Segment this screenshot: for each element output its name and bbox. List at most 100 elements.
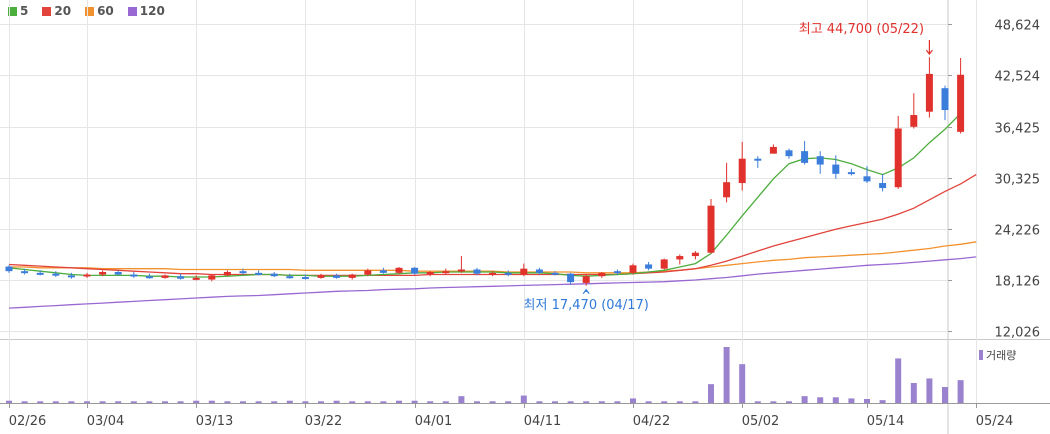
candle-body [582,276,590,283]
volume-bar [302,401,309,403]
legend-item-ma60[interactable]: 60 [85,2,114,20]
high-price-label: 최고 44,700 (05/22) [799,22,924,37]
volume-bar [957,380,964,403]
volume-bar [115,401,122,403]
low-annotation: 최저 17,470 (04/17) [524,288,649,313]
volume-bar [52,401,59,403]
volume-bar [864,399,870,403]
volume-bar [739,364,746,403]
volume-bar [349,401,356,403]
volume-bar [505,401,512,403]
price-tick-label: 12,026 [995,326,1041,341]
volume-bar [162,401,168,403]
candle-body [83,274,91,277]
volume-bar [318,401,324,403]
volume-bar [676,401,683,403]
volume-bar [598,401,605,403]
volume-bar [910,383,917,403]
ma-line-120 [8,256,977,309]
high-arrow-icon [925,40,933,56]
candle-body [145,276,153,279]
candle-body [925,73,933,112]
candle-body [379,270,387,273]
legend-swatch-ma60 [85,6,95,16]
candle-body [442,271,450,274]
candle-body [270,273,278,277]
candle-body [723,182,731,198]
candle-body [629,265,637,273]
candle-body [161,275,169,278]
candle-body [473,269,481,274]
volume-bar [552,401,558,403]
volume-bar [583,401,590,403]
volume-bar [442,401,449,403]
date-axis: 02/26 03/04 03/13 03/22 04/01 04/11 04/22 05/02… [9,403,1013,429]
legend-swatch-ma20 [42,6,52,16]
price-tick-label: 36,425 [995,122,1041,137]
candle-body [535,269,543,273]
candle-body [208,275,216,280]
volume-bar [786,401,792,403]
candle-body [754,158,762,161]
candle-body [957,74,965,132]
candle-body [177,276,185,279]
volume-bar [224,401,231,403]
candle-body [910,115,918,127]
volume-bar [427,401,434,403]
volume-bar [411,400,418,403]
chart-legend: 5 20 60 120 [8,2,165,20]
price-axis: 48,624 42,524 36,425 30,325 24,226 18,126 12,0… [948,19,1040,341]
candle-body [52,273,60,276]
date-tick-label: 05/14 [867,414,904,429]
candle-body [504,272,512,275]
candle-body [99,272,107,275]
volume-bar [474,401,480,403]
volume-bar [614,401,621,403]
volume-bar [489,401,496,403]
candle-body [426,272,434,275]
legend-item-ma5[interactable]: 5 [8,2,28,20]
candle-body [676,256,684,260]
volume-bar [208,400,215,403]
legend-item-ma120[interactable]: 120 [127,2,165,20]
date-tick-label: 04/01 [415,414,452,429]
candle-body [130,274,138,277]
legend-label-ma20: 20 [54,4,72,18]
low-price-label: 최저 17,470 (04/17) [524,298,649,313]
volume-bar [193,400,200,403]
candle-body [598,272,606,277]
volume-bar [567,401,574,403]
candle-body [613,271,621,274]
candle-body [67,275,75,278]
candle-body [894,128,902,188]
date-tick-label: 04/22 [633,414,670,429]
low-arrow-icon [582,288,590,295]
price-tick-label: 48,624 [995,19,1041,34]
legend-item-ma20[interactable]: 20 [42,2,71,20]
date-tick-label: 02/26 [9,414,46,429]
volume-bar [333,400,340,403]
candle-body [567,273,575,283]
volume-bar [895,358,902,403]
volume-bar [723,347,730,403]
candle-body [645,264,653,269]
candle-body [879,183,887,189]
volume-legend: 거래량 [979,349,1016,362]
candle-body [489,272,497,275]
candle-body [832,164,840,174]
price-tick-label: 42,524 [995,70,1041,85]
candlestick-series [5,57,965,286]
volume-bar [146,401,153,403]
volume-bar [396,400,402,403]
volume-bar [817,397,824,403]
volume-bar [286,400,293,403]
volume-bar [271,401,278,403]
volume-bar [458,396,465,403]
volume-bar [99,401,106,403]
volume-bar [692,401,699,403]
volume-bar [879,400,886,403]
legend-label-ma5: 5 [20,4,29,18]
date-tick-label: 05/24 [976,414,1013,429]
